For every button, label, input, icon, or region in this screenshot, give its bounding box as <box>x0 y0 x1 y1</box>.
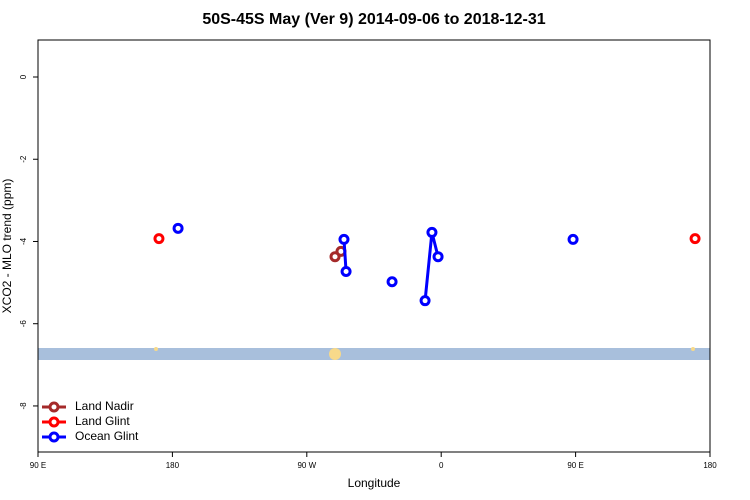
plot-frame <box>37 39 711 453</box>
data-point <box>567 233 579 245</box>
series-line <box>344 232 573 300</box>
legend-label: Land Nadir <box>75 399 134 413</box>
legend-marker <box>48 401 60 413</box>
data-point <box>340 265 352 277</box>
y-tick-label: -6 <box>19 320 28 328</box>
x-tick-label: 0 <box>439 461 444 470</box>
data-point <box>338 233 350 245</box>
chart-title: 50S-45S May (Ver 9) 2014-09-06 to 2018-1… <box>202 11 545 28</box>
x-tick-label: 90 W <box>297 461 316 470</box>
legend-label: Ocean Glint <box>75 429 139 443</box>
data-point <box>426 226 438 238</box>
x-tick-label: 180 <box>703 461 717 470</box>
y-tick-label: 0 <box>19 74 28 79</box>
data-point <box>153 233 165 245</box>
data-point <box>419 295 431 307</box>
legend-marker <box>48 431 60 443</box>
x-tick-label: 90 E <box>567 461 583 470</box>
legend-marker <box>48 416 60 428</box>
data-point <box>689 233 701 245</box>
land-spot <box>154 347 158 351</box>
y-axis-label: XCO2 - MLO trend (ppm) <box>0 179 14 314</box>
x-axis-label: Longitude <box>348 476 401 490</box>
land-band <box>38 348 710 360</box>
data-point <box>335 245 347 257</box>
data-point <box>432 251 444 263</box>
data-point <box>386 276 398 288</box>
data-point <box>172 222 184 234</box>
land-spot <box>691 347 695 351</box>
y-tick-label: -4 <box>19 237 28 245</box>
land-spot <box>329 348 341 360</box>
legend-label: Land Glint <box>75 414 130 428</box>
y-tick-label: -8 <box>19 402 28 410</box>
x-tick-label: 180 <box>166 461 180 470</box>
x-tick-label: 90 E <box>30 461 46 470</box>
y-tick-label: -2 <box>19 155 28 163</box>
